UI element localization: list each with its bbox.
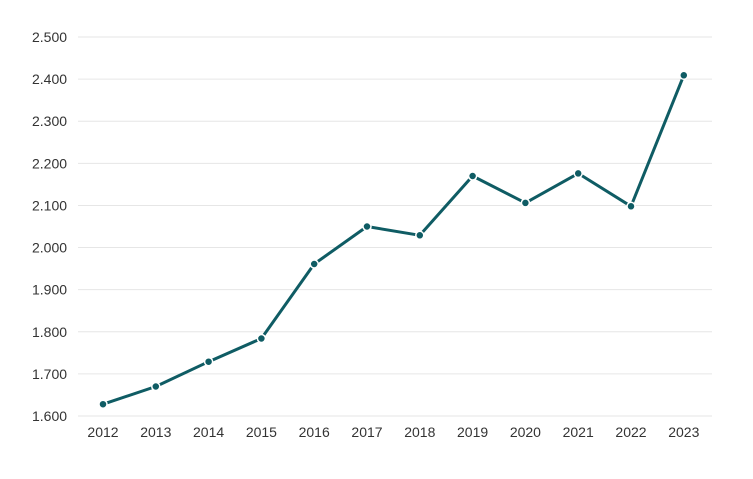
data-point (256, 333, 267, 344)
y-tick-label: 2.300 (32, 113, 67, 129)
x-tick-label: 2023 (668, 424, 699, 440)
data-point (151, 381, 161, 392)
data-point (573, 168, 583, 179)
y-tick-label: 2.200 (32, 155, 67, 171)
y-axis-ticks: 1.600 1.700 1.800 1.900 2.000 2.100 2.200 2.300… (32, 29, 67, 424)
data-point (98, 399, 108, 409)
data-point (467, 171, 478, 181)
data-point (626, 201, 636, 212)
data-point (362, 221, 372, 232)
x-tick-label: 2021 (563, 424, 594, 440)
y-tick-label: 2.000 (32, 240, 67, 256)
y-tick-label: 1.900 (32, 282, 67, 298)
x-tick-label: 2019 (457, 424, 488, 440)
data-point (415, 230, 425, 241)
x-axis-ticks: 2012 2013 2014 2015 2016 2017 2018 2019 2020 2021… (87, 424, 699, 440)
x-tick-label: 2016 (299, 424, 330, 440)
y-tick-label: 2.500 (32, 29, 67, 45)
x-tick-label: 2018 (404, 424, 435, 440)
x-tick-label: 2013 (140, 424, 171, 440)
data-point (203, 356, 214, 367)
x-tick-label: 2020 (510, 424, 541, 440)
series-layer (98, 70, 689, 409)
data-point (679, 70, 689, 81)
x-tick-label: 2022 (615, 424, 646, 440)
data-point (309, 259, 319, 269)
data-point (520, 198, 531, 208)
x-tick-label: 2014 (193, 424, 224, 440)
y-tick-label: 1.700 (32, 366, 67, 382)
x-tick-label: 2017 (351, 424, 382, 440)
grid-lines (78, 36, 712, 417)
x-tick-label: 2015 (246, 424, 277, 440)
y-tick-label: 1.800 (32, 324, 67, 340)
y-tick-label: 2.100 (32, 197, 67, 213)
y-tick-label: 2.400 (32, 71, 67, 87)
x-tick-label: 2012 (87, 424, 118, 440)
series-line (101, 73, 686, 406)
y-tick-label: 1.600 (32, 408, 67, 424)
